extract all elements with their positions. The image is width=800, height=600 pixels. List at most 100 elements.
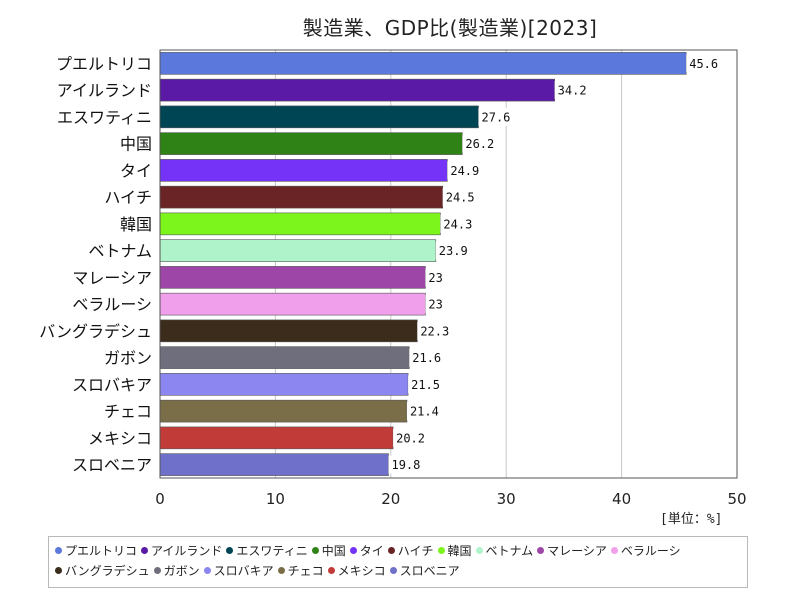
value-label-bg bbox=[425, 295, 446, 314]
bar bbox=[159, 426, 394, 450]
legend-item: マレーシア bbox=[537, 541, 607, 561]
legend-item: チェコ bbox=[277, 561, 324, 581]
legend-marker bbox=[153, 567, 161, 574]
category-label: スロバキア bbox=[72, 375, 152, 394]
bar bbox=[159, 52, 687, 75]
value-label-bg bbox=[686, 54, 722, 73]
legend-label: ベトナム bbox=[485, 544, 534, 558]
value-label: 24.9 bbox=[450, 164, 479, 178]
value-label-bg bbox=[442, 188, 478, 207]
bar bbox=[159, 159, 448, 182]
plot-border bbox=[159, 49, 738, 479]
bar bbox=[159, 346, 410, 369]
category-label: アイルランド bbox=[57, 81, 152, 100]
legend-marker bbox=[610, 547, 618, 554]
legend-item: ガボン bbox=[153, 561, 200, 581]
category-label: エスワティニ bbox=[57, 108, 152, 127]
value-label: 34.2 bbox=[558, 84, 587, 98]
legend-item: アイルランド bbox=[141, 541, 222, 561]
x-tick-label: 50 bbox=[727, 490, 746, 508]
value-label: 19.8 bbox=[391, 458, 420, 472]
bar bbox=[159, 78, 555, 102]
unit-label: [単位：%] bbox=[660, 512, 723, 527]
bar bbox=[159, 319, 418, 343]
legend-item: バングラデシュ bbox=[55, 561, 150, 581]
legend-label: スロベニア bbox=[399, 564, 460, 578]
value-label-bg bbox=[393, 428, 428, 447]
bar bbox=[159, 185, 444, 209]
value-label-bg bbox=[554, 81, 590, 100]
category-label: 韓国 bbox=[120, 215, 152, 234]
bar bbox=[159, 292, 426, 316]
legend-item: プエルトリコ bbox=[55, 541, 137, 561]
legend-label: 中国 bbox=[321, 544, 346, 558]
legend-label: チェコ bbox=[287, 564, 324, 578]
legend-marker bbox=[475, 547, 483, 554]
value-label: 24.3 bbox=[443, 217, 472, 231]
legend-marker bbox=[537, 547, 545, 554]
bar bbox=[159, 212, 441, 236]
value-label-bg bbox=[409, 348, 445, 367]
category-label: メキシコ bbox=[88, 429, 152, 448]
value-label: 21.4 bbox=[410, 405, 439, 419]
chart-title: 製造業、GDP比(製造業)[2023] bbox=[302, 16, 598, 40]
legend-marker bbox=[311, 547, 319, 554]
value-label-bg bbox=[440, 214, 476, 233]
category-label: 中国 bbox=[120, 135, 152, 154]
bar bbox=[159, 453, 389, 476]
value-label-bg bbox=[388, 455, 424, 474]
legend-item: スロベニア bbox=[389, 561, 460, 581]
legend-label: 韓国 bbox=[447, 544, 472, 558]
value-label: 20.2 bbox=[396, 431, 425, 445]
value-label-bg bbox=[478, 107, 514, 126]
value-label-bg bbox=[435, 241, 471, 260]
category-label: ハイチ bbox=[104, 188, 152, 207]
legend-label: タイ bbox=[359, 544, 384, 558]
value-label: 21.5 bbox=[411, 378, 440, 392]
category-label: ベトナム bbox=[88, 242, 152, 261]
legend-label: ガボン bbox=[163, 564, 200, 578]
legend-marker bbox=[327, 567, 335, 574]
value-label: 24.5 bbox=[446, 191, 475, 205]
x-tick-label: 0 bbox=[155, 490, 165, 508]
legend-marker bbox=[349, 547, 357, 554]
legend-item: エスワティニ bbox=[226, 541, 308, 561]
legend-label: アイルランド bbox=[151, 544, 223, 558]
legend-label: バングラデシュ bbox=[65, 564, 150, 578]
legend-item: 韓国 bbox=[437, 541, 472, 561]
legend-label: マレーシア bbox=[547, 544, 607, 558]
legend-item: メキシコ bbox=[327, 561, 386, 581]
value-label-bg bbox=[406, 402, 442, 421]
legend-marker bbox=[387, 547, 395, 554]
category-label: ベラルーシ bbox=[72, 295, 152, 314]
bar bbox=[159, 239, 437, 262]
legend-marker bbox=[389, 567, 397, 574]
value-label-bg bbox=[417, 321, 453, 340]
legend-item: スロバキア bbox=[203, 561, 274, 581]
value-label-bg bbox=[408, 375, 443, 394]
category-label: プエルトリコ bbox=[56, 54, 152, 73]
legend-marker bbox=[55, 567, 62, 574]
legend-item: ベトナム bbox=[475, 541, 534, 561]
value-label: 21.6 bbox=[412, 351, 441, 365]
value-label-bg bbox=[425, 268, 446, 287]
legend-item: タイ bbox=[349, 541, 384, 561]
legend-label: ベラルーシ bbox=[620, 544, 681, 558]
legend: プエルトリコ アイルランド エスワティニ 中国 タイ ハイチ 韓国 ベトナム マレーシア ベラルー… bbox=[48, 536, 748, 588]
x-tick-label: 40 bbox=[612, 490, 631, 508]
legend-marker bbox=[203, 567, 211, 574]
category-label: タイ bbox=[120, 161, 152, 180]
legend-label: プエルトリコ bbox=[65, 544, 138, 558]
category-label: マレーシア bbox=[72, 268, 152, 287]
bar bbox=[159, 132, 463, 155]
bar-chart: 0 10 20 30 40 50 プエルトリコ 45.6 アイルランド 34.2 エスワティニ 27.… bbox=[39, 49, 747, 508]
legend-label: スロバキア bbox=[213, 564, 274, 578]
legend-label: ハイチ bbox=[397, 544, 434, 558]
x-tick-label: 10 bbox=[266, 490, 285, 508]
bar bbox=[159, 373, 409, 396]
category-label: スロベニア bbox=[72, 456, 152, 475]
legend-item: 中国 bbox=[311, 541, 346, 561]
legend-item: ベラルーシ bbox=[610, 541, 681, 561]
value-label-bg bbox=[462, 134, 498, 153]
value-label: 22.3 bbox=[420, 324, 449, 338]
